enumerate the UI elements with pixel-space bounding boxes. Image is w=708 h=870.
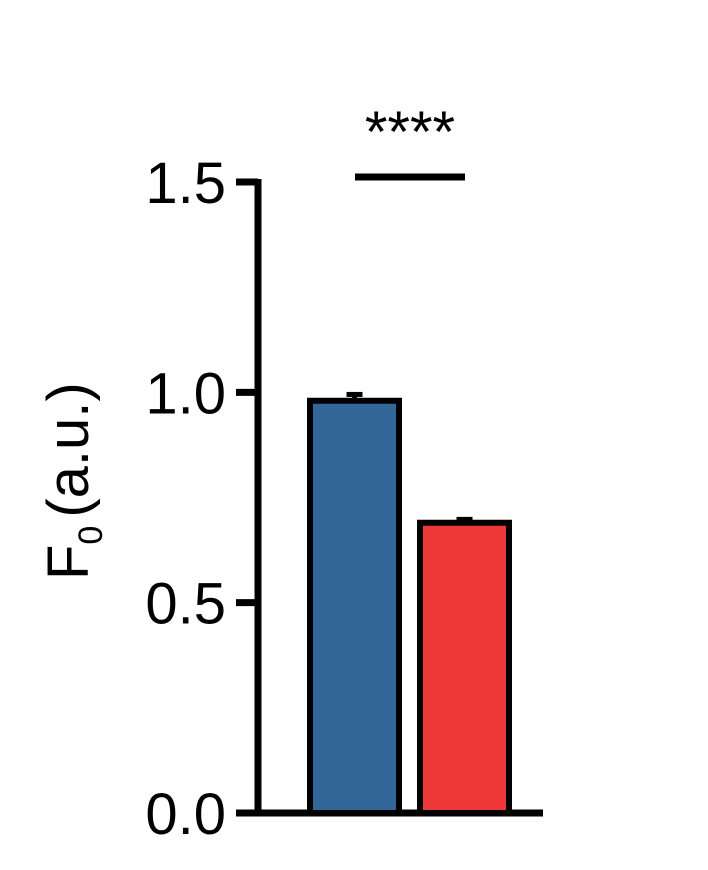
bars (307, 391, 512, 816)
y-ticks: 0.0 0.5 1.0 1.5 (145, 151, 258, 847)
y-tick-label: 0.0 (145, 782, 226, 847)
y-tick-label: 0.5 (145, 572, 226, 637)
bar (307, 397, 402, 816)
significance-label: **** (365, 100, 455, 165)
y-tick-label: 1.5 (145, 151, 226, 216)
y-axis-label-unit: (a.u.) (36, 382, 101, 517)
y-axis-label-main: F (36, 545, 101, 580)
y-axis-label: F0 (a.u.) (36, 382, 110, 580)
y-axis-label-subscript: 0 (72, 526, 110, 545)
significance-annotation: **** (355, 100, 465, 181)
y-tick-label: 1.0 (145, 361, 226, 426)
bar (417, 519, 512, 816)
